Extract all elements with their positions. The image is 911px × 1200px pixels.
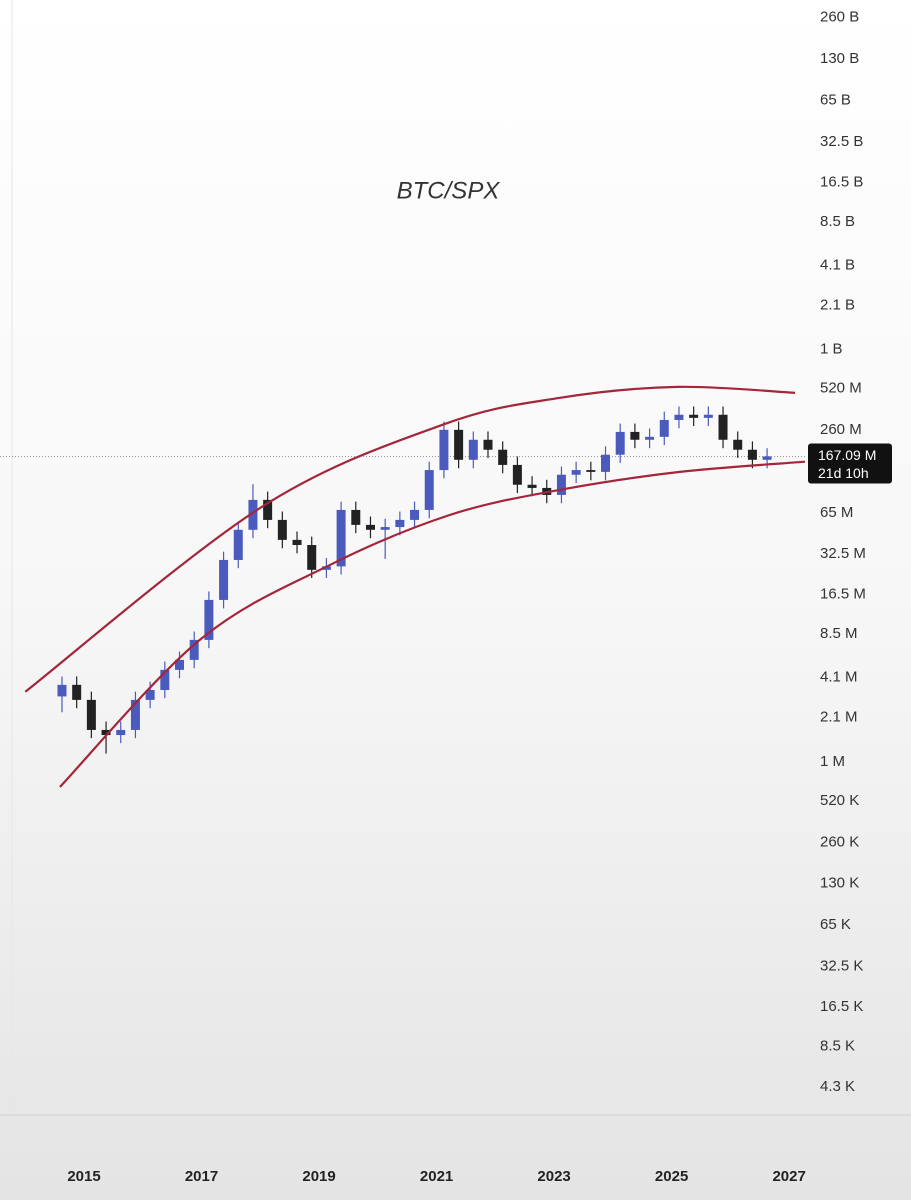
candle-body bbox=[483, 439, 493, 450]
y-tick-label: 130 B bbox=[820, 50, 859, 67]
candle-body bbox=[645, 436, 655, 440]
y-tick-label: 2.1 M bbox=[820, 709, 858, 726]
candle-body bbox=[556, 474, 566, 495]
candle-body bbox=[145, 689, 155, 700]
candle-body bbox=[747, 449, 757, 460]
candle-body bbox=[733, 439, 743, 450]
candle-body bbox=[424, 470, 434, 510]
y-tick-label: 130 K bbox=[820, 875, 859, 892]
x-tick-label: 2025 bbox=[655, 1168, 688, 1185]
y-tick-label: 8.5 M bbox=[820, 625, 858, 642]
x-tick-label: 2017 bbox=[185, 1168, 218, 1185]
candle-body bbox=[292, 539, 302, 546]
candle-body bbox=[586, 470, 596, 472]
candle-body bbox=[160, 669, 170, 690]
candle-body bbox=[57, 684, 67, 697]
candle-body bbox=[601, 454, 611, 472]
candle-body bbox=[204, 599, 214, 640]
candle-body bbox=[130, 699, 140, 730]
candle-body bbox=[454, 429, 464, 460]
candle-body bbox=[219, 559, 229, 600]
y-tick-label: 16.5 B bbox=[820, 173, 863, 190]
candle-body bbox=[263, 499, 273, 520]
y-tick-label: 16.5 K bbox=[820, 998, 863, 1015]
candle-body bbox=[571, 470, 581, 475]
y-tick-label: 4.1 B bbox=[820, 256, 855, 273]
candle-body bbox=[689, 414, 699, 418]
x-tick-label: 2027 bbox=[772, 1168, 805, 1185]
candle-body bbox=[72, 684, 82, 700]
y-tick-label: 1 M bbox=[820, 753, 845, 770]
candle-body bbox=[630, 431, 640, 440]
y-tick-label: 65 B bbox=[820, 91, 851, 108]
candle-body bbox=[498, 449, 508, 465]
chart-title: BTC/SPX bbox=[397, 177, 501, 204]
candle-body bbox=[703, 414, 713, 418]
x-tick-label: 2019 bbox=[302, 1168, 335, 1185]
candle-body bbox=[674, 414, 684, 420]
candle-body bbox=[277, 519, 287, 540]
candle-body bbox=[351, 509, 361, 525]
y-tick-label: 4.3 K bbox=[820, 1078, 855, 1095]
candle-body bbox=[248, 499, 258, 530]
y-tick-label: 65 M bbox=[820, 504, 853, 521]
countdown-label: 21d 10h bbox=[818, 465, 869, 481]
channel-line bbox=[59, 460, 806, 788]
candle-body bbox=[762, 456, 772, 460]
y-tick-label: 520 M bbox=[820, 380, 862, 397]
y-tick-label: 32.5 M bbox=[820, 545, 866, 562]
channel-line bbox=[24, 385, 796, 693]
y-tick-label: 32.5 K bbox=[820, 957, 863, 974]
last-price-label: 167.09 M bbox=[818, 447, 876, 463]
candle-body bbox=[116, 729, 126, 736]
candle-body bbox=[659, 419, 669, 437]
y-tick-label: 260 B bbox=[820, 9, 859, 26]
y-tick-label: 65 K bbox=[820, 916, 851, 933]
candle-body bbox=[468, 439, 478, 460]
candle-body bbox=[395, 519, 405, 528]
candle-body bbox=[527, 484, 537, 488]
y-tick-label: 4.1 M bbox=[820, 669, 858, 686]
candle-body bbox=[86, 699, 96, 730]
candle-body bbox=[718, 414, 728, 440]
candle-body bbox=[307, 545, 317, 570]
candle-body bbox=[439, 429, 449, 471]
candle-body bbox=[410, 509, 420, 520]
y-tick-label: 2.1 B bbox=[820, 296, 855, 313]
candle-body bbox=[380, 527, 390, 530]
candle-body bbox=[101, 729, 111, 736]
x-tick-label: 2021 bbox=[420, 1168, 453, 1185]
x-tick-label: 2023 bbox=[537, 1168, 570, 1185]
candle-body bbox=[321, 566, 331, 570]
y-tick-label: 520 K bbox=[820, 792, 859, 809]
candle-body bbox=[233, 529, 243, 560]
candle-body bbox=[365, 524, 375, 530]
candle-body bbox=[615, 431, 625, 455]
y-tick-label: 260 K bbox=[820, 833, 859, 850]
y-tick-label: 8.5 B bbox=[820, 213, 855, 230]
last-price-box bbox=[808, 443, 892, 484]
candle-body bbox=[336, 509, 346, 567]
candle-body bbox=[189, 639, 199, 660]
y-tick-label: 32.5 B bbox=[820, 133, 863, 150]
candle-body bbox=[512, 464, 522, 485]
y-tick-label: 1 B bbox=[820, 341, 843, 358]
x-tick-label: 2015 bbox=[67, 1168, 100, 1185]
y-tick-label: 260 M bbox=[820, 421, 862, 438]
candle-body bbox=[175, 659, 185, 670]
y-tick-label: 8.5 K bbox=[820, 1038, 855, 1055]
y-tick-label: 16.5 M bbox=[820, 586, 866, 603]
